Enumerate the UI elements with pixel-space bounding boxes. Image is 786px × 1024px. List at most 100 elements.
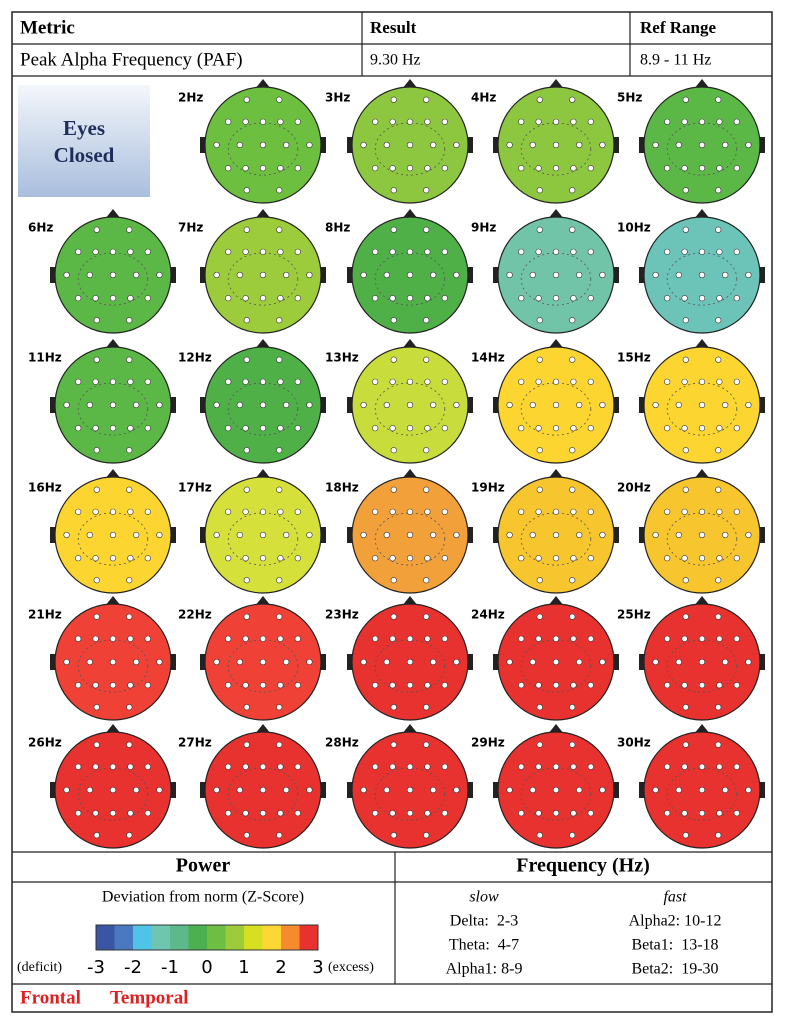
ear bbox=[614, 654, 619, 670]
electrode bbox=[587, 295, 594, 302]
ear bbox=[321, 527, 326, 543]
electrode bbox=[259, 658, 267, 666]
electrode bbox=[406, 271, 414, 279]
electrode bbox=[360, 401, 367, 409]
electrode bbox=[243, 226, 250, 233]
electrode bbox=[722, 141, 729, 149]
electrode bbox=[536, 832, 543, 839]
electrode bbox=[506, 786, 513, 794]
electrode bbox=[406, 425, 414, 432]
electrode bbox=[552, 248, 560, 255]
electrode bbox=[733, 682, 740, 689]
electrode bbox=[681, 425, 688, 432]
electrode bbox=[406, 658, 414, 666]
electrode bbox=[535, 425, 542, 432]
electrode bbox=[259, 401, 267, 409]
electrode bbox=[675, 658, 682, 666]
electrode bbox=[306, 786, 313, 794]
electrode bbox=[109, 682, 117, 689]
electrode bbox=[75, 810, 82, 817]
electrode bbox=[552, 531, 560, 539]
electrode bbox=[406, 401, 414, 409]
electrode bbox=[276, 577, 283, 584]
electrode bbox=[506, 401, 513, 409]
electrode bbox=[259, 763, 267, 770]
electrode bbox=[529, 786, 536, 794]
electrode bbox=[698, 248, 706, 255]
electrode bbox=[243, 832, 250, 839]
electrode bbox=[664, 425, 671, 432]
electrode bbox=[441, 763, 448, 770]
band: Alpha2: 10-12 bbox=[629, 913, 722, 930]
electrode bbox=[243, 613, 250, 620]
electrode bbox=[259, 425, 267, 432]
electrode bbox=[93, 486, 100, 493]
color-swatch bbox=[281, 925, 300, 950]
electrode bbox=[75, 682, 82, 689]
electrode bbox=[518, 508, 525, 515]
electrode bbox=[733, 810, 740, 817]
col-head: Ref Range bbox=[640, 18, 716, 37]
electrode bbox=[423, 226, 430, 233]
electrode bbox=[243, 486, 250, 493]
col-head: Metric bbox=[20, 17, 75, 38]
electrode bbox=[430, 141, 437, 149]
contour bbox=[77, 767, 149, 821]
nose bbox=[402, 724, 418, 734]
electrode bbox=[242, 810, 249, 817]
electrode bbox=[109, 378, 117, 385]
electrode bbox=[682, 447, 689, 454]
legend-title: Power bbox=[176, 855, 231, 877]
nose bbox=[694, 79, 710, 89]
electrode bbox=[127, 555, 134, 562]
electrode bbox=[225, 295, 232, 302]
ear bbox=[760, 267, 765, 283]
electrode bbox=[441, 248, 448, 255]
electrode bbox=[243, 704, 250, 711]
electrode bbox=[664, 810, 671, 817]
electrode bbox=[276, 317, 283, 324]
contour bbox=[520, 767, 592, 821]
electrode bbox=[453, 786, 460, 794]
contour bbox=[227, 767, 299, 821]
contour bbox=[520, 382, 592, 436]
ear bbox=[468, 137, 473, 153]
electrode bbox=[283, 658, 290, 666]
electrode bbox=[127, 378, 134, 385]
electrode bbox=[716, 118, 723, 125]
electrode bbox=[441, 295, 448, 302]
electrode bbox=[423, 577, 430, 584]
electrode bbox=[92, 295, 99, 302]
electrode bbox=[243, 356, 250, 363]
electrode bbox=[259, 378, 267, 385]
electrode bbox=[599, 531, 606, 539]
electrode bbox=[294, 763, 301, 770]
electrode bbox=[360, 531, 367, 539]
freq-label: 15Hz bbox=[617, 351, 651, 365]
ear bbox=[171, 654, 176, 670]
electrode bbox=[276, 356, 283, 363]
electrode bbox=[389, 508, 396, 515]
electrode bbox=[126, 704, 133, 711]
freq-label: 13Hz bbox=[325, 351, 359, 365]
electrode bbox=[390, 447, 397, 454]
electrode bbox=[406, 810, 414, 817]
nose bbox=[105, 724, 121, 734]
electrode bbox=[283, 531, 290, 539]
electrode bbox=[722, 658, 729, 666]
electrode bbox=[552, 141, 560, 149]
low-label: (deficit) bbox=[17, 960, 62, 975]
ear bbox=[50, 267, 55, 283]
color-swatch bbox=[225, 925, 245, 950]
ear bbox=[321, 654, 326, 670]
contour bbox=[520, 252, 592, 306]
electrode bbox=[518, 763, 525, 770]
electrode bbox=[276, 832, 283, 839]
ear bbox=[468, 397, 473, 413]
electrode bbox=[599, 271, 606, 279]
electrode bbox=[243, 317, 250, 324]
nose bbox=[402, 79, 418, 89]
electrode bbox=[92, 248, 99, 255]
electrode bbox=[406, 508, 414, 515]
